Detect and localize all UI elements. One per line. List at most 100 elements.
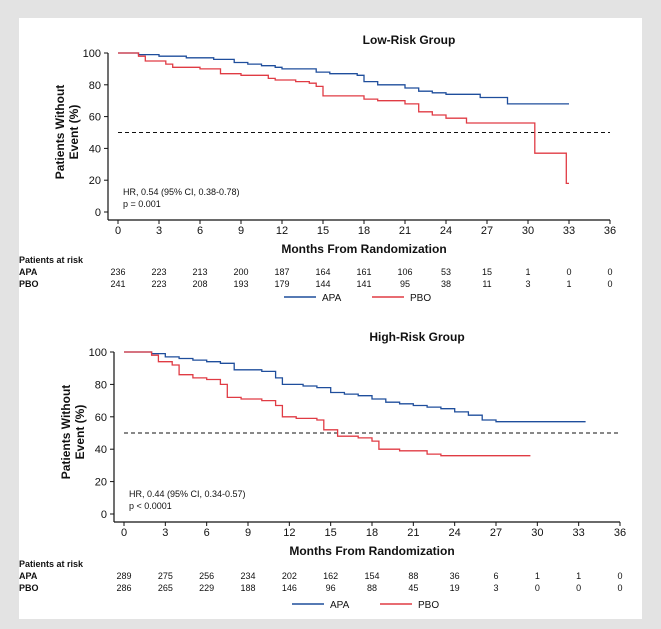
chart-title: Low-Risk Group <box>363 33 456 47</box>
risk-value: 223 <box>151 279 166 289</box>
x-tick-label: 21 <box>407 527 419 539</box>
risk-value: 202 <box>282 571 297 581</box>
x-tick-label: 12 <box>276 225 288 237</box>
y-tick-label: 60 <box>89 112 101 124</box>
risk-value: 106 <box>397 267 412 277</box>
risk-table-header: Patients at risk <box>19 255 84 265</box>
hr-annotation: p < 0.0001 <box>129 501 172 511</box>
risk-value: 146 <box>282 583 297 593</box>
risk-row-label: PBO <box>19 279 39 289</box>
legend-label-pbo: PBO <box>418 600 439 611</box>
risk-value: 1 <box>576 571 581 581</box>
y-axis-label-line: Event (%) <box>67 105 81 160</box>
risk-value: 256 <box>199 571 214 581</box>
risk-table-header: Patients at risk <box>19 559 84 569</box>
x-tick-label: 24 <box>440 225 452 237</box>
legend: APA PBO <box>284 293 431 304</box>
legend-label-apa: APA <box>322 293 342 304</box>
risk-value: 286 <box>116 583 131 593</box>
x-tick-label: 27 <box>481 225 493 237</box>
x-tick-label: 18 <box>366 527 378 539</box>
x-tick-label: 0 <box>121 527 127 539</box>
x-tick-label: 33 <box>563 225 575 237</box>
x-tick-label: 15 <box>325 527 337 539</box>
y-tick-label: 0 <box>95 207 101 219</box>
risk-row-label: PBO <box>19 583 39 593</box>
x-tick-label: 30 <box>522 225 534 237</box>
risk-value: 45 <box>408 583 418 593</box>
risk-row-label: APA <box>19 571 38 581</box>
risk-value: 3 <box>493 583 498 593</box>
y-tick-label: 0 <box>101 509 107 521</box>
risk-value: 141 <box>356 279 371 289</box>
series-line-pbo <box>118 52 569 185</box>
x-tick-label: 24 <box>449 527 461 539</box>
risk-value: 241 <box>110 279 125 289</box>
risk-value: 96 <box>326 583 336 593</box>
risk-value: 88 <box>408 571 418 581</box>
x-axis-label: Months From Randomization <box>289 544 454 558</box>
series-line-apa <box>124 351 586 423</box>
y-axis-label-line: Patients Without <box>53 85 67 180</box>
risk-value: 164 <box>315 267 330 277</box>
risk-value: 275 <box>158 571 173 581</box>
x-tick-label: 30 <box>531 527 543 539</box>
risk-value: 3 <box>525 279 530 289</box>
risk-value: 188 <box>240 583 255 593</box>
risk-value: 15 <box>482 267 492 277</box>
x-tick-label: 3 <box>162 527 168 539</box>
x-tick-label: 33 <box>573 527 585 539</box>
risk-value: 6 <box>493 571 498 581</box>
series-line-pbo <box>124 351 531 457</box>
hr-annotation: HR, 0.54 (95% CI, 0.38-0.78) <box>123 187 240 197</box>
risk-value: 0 <box>576 583 581 593</box>
risk-value: 208 <box>192 279 207 289</box>
x-tick-label: 6 <box>204 527 210 539</box>
x-tick-label: 36 <box>604 225 616 237</box>
legend-label-pbo: PBO <box>410 293 431 304</box>
x-tick-label: 18 <box>358 225 370 237</box>
risk-value: 236 <box>110 267 125 277</box>
series-line-apa <box>118 52 569 105</box>
risk-value: 193 <box>233 279 248 289</box>
risk-value: 229 <box>199 583 214 593</box>
risk-value: 0 <box>617 571 622 581</box>
risk-value: 161 <box>356 267 371 277</box>
risk-value: 38 <box>441 279 451 289</box>
y-tick-label: 80 <box>95 379 107 391</box>
risk-value: 144 <box>315 279 330 289</box>
risk-value: 213 <box>192 267 207 277</box>
risk-value: 0 <box>607 267 612 277</box>
risk-value: 1 <box>535 571 540 581</box>
x-axis-label: Months From Randomization <box>281 242 446 256</box>
y-tick-label: 60 <box>95 412 107 424</box>
risk-value: 1 <box>525 267 530 277</box>
y-axis-label-line: Patients Without <box>59 385 73 480</box>
x-tick-label: 6 <box>197 225 203 237</box>
x-tick-label: 36 <box>614 527 626 539</box>
risk-value: 179 <box>274 279 289 289</box>
risk-value: 0 <box>607 279 612 289</box>
risk-value: 265 <box>158 583 173 593</box>
risk-value: 95 <box>400 279 410 289</box>
risk-value: 19 <box>450 583 460 593</box>
y-tick-label: 20 <box>95 477 107 489</box>
x-tick-label: 15 <box>317 225 329 237</box>
risk-value: 0 <box>566 267 571 277</box>
risk-value: 53 <box>441 267 451 277</box>
y-axis-label: Patients WithoutEvent (%) <box>59 385 87 480</box>
y-tick-label: 80 <box>89 80 101 92</box>
risk-value: 88 <box>367 583 377 593</box>
x-tick-label: 12 <box>283 527 295 539</box>
x-tick-label: 21 <box>399 225 411 237</box>
x-tick-label: 9 <box>238 225 244 237</box>
x-tick-label: 9 <box>245 527 251 539</box>
figure-panel: Low-Risk Group 0 20 40 60 80 100 0 3 6 9 12 15 18 21 24… <box>19 18 642 619</box>
legend: APA PBO <box>292 600 439 611</box>
y-tick-label: 20 <box>89 175 101 187</box>
risk-value: 289 <box>116 571 131 581</box>
hr-annotation: p = 0.001 <box>123 199 161 209</box>
y-tick-label: 100 <box>89 347 107 359</box>
